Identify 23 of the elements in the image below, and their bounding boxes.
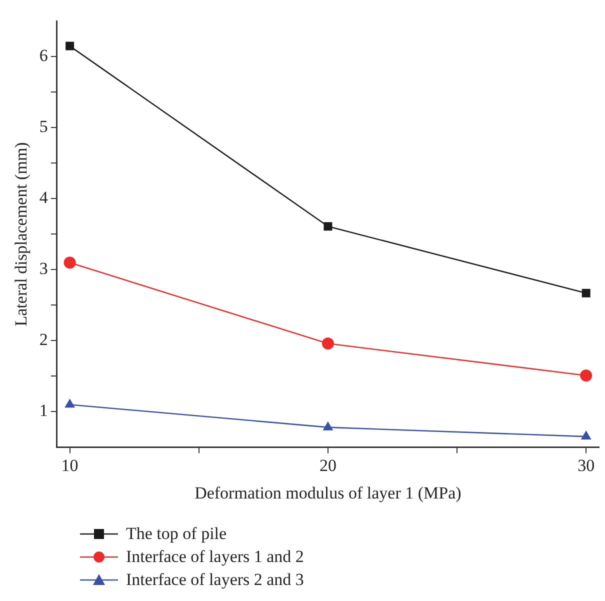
point <box>324 222 332 231</box>
point <box>322 338 334 350</box>
point <box>64 256 76 269</box>
y-tick-label: 6 <box>39 46 48 66</box>
y-tick-label: 2 <box>39 330 48 350</box>
x-axis-title: Deformation modulus of layer 1 (MPa) <box>194 483 462 502</box>
y-tick-label: 5 <box>39 117 48 136</box>
x-tick-label: 20 <box>319 456 336 475</box>
legend-label: The top of pile <box>126 524 227 544</box>
point <box>64 398 76 408</box>
y-axis-title: Lateral displacement (mm) <box>12 142 31 326</box>
legend-label: Interface of layers 1 and 2 <box>126 546 304 566</box>
point <box>66 42 74 50</box>
point <box>580 430 592 440</box>
y-tick-label: 3 <box>39 259 48 278</box>
point <box>580 369 592 382</box>
x-tick-label: 30 <box>578 456 595 475</box>
legend-label: Interface of layers 2 and 3 <box>126 570 304 590</box>
x-tick-label: 10 <box>61 456 78 475</box>
y-tick-label: 4 <box>39 188 48 208</box>
point <box>322 421 334 430</box>
point <box>582 288 590 298</box>
y-tick-label: 1 <box>39 401 48 420</box>
